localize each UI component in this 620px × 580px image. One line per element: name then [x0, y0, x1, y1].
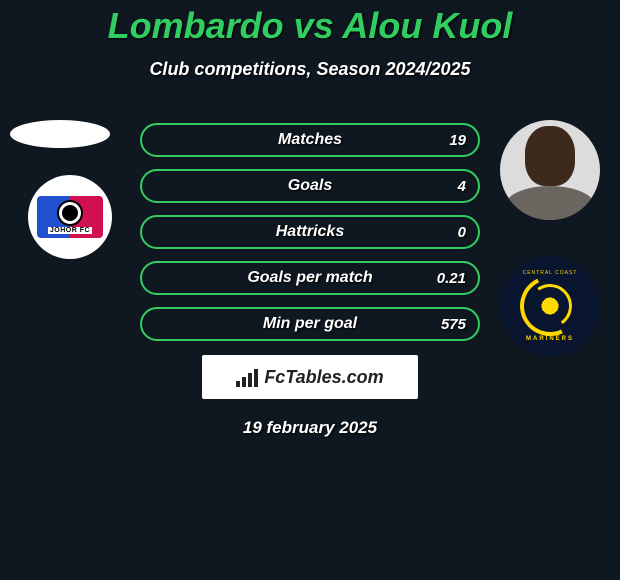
johor-logo: JOHOR FC — [37, 196, 103, 238]
club-left-badge: JOHOR FC — [28, 175, 112, 259]
stat-label: Hattricks — [276, 223, 344, 241]
stat-right-value: 19 — [449, 132, 466, 149]
stat-right-value: 4 — [458, 178, 466, 195]
comparison-subtitle: Club competitions, Season 2024/2025 — [0, 59, 620, 80]
date-label: 19 february 2025 — [0, 418, 620, 438]
stat-rows-container: Matches 19 Goals 4 Hattricks 0 Goals per… — [140, 123, 480, 353]
player-head-icon — [525, 126, 575, 186]
branding-label: FcTables.com — [264, 367, 383, 388]
chart-bar-icon — [248, 373, 252, 387]
stat-right-value: 0.21 — [437, 270, 466, 287]
chart-bar-icon — [236, 381, 240, 387]
johor-gear-icon — [62, 205, 78, 221]
chart-bar-icon — [242, 377, 246, 387]
stat-label: Goals per match — [247, 269, 372, 287]
stat-label: Min per goal — [263, 315, 357, 333]
stat-label: Goals — [288, 177, 332, 195]
club-right-badge: CENTRAL COAST MARINERS — [500, 256, 600, 356]
johor-circle-icon — [57, 200, 83, 226]
player-shoulders-icon — [505, 186, 595, 220]
mariners-logo: CENTRAL COAST MARINERS — [510, 266, 590, 346]
stat-row-hattricks: Hattricks 0 — [140, 215, 480, 249]
player-left-avatar — [10, 120, 110, 148]
stat-row-gpm: Goals per match 0.21 — [140, 261, 480, 295]
stat-row-matches: Matches 19 — [140, 123, 480, 157]
club-left-label: JOHOR FC — [48, 227, 92, 234]
club-right-label: MARINERS — [526, 336, 574, 342]
comparison-title: Lombardo vs Alou Kuol — [0, 0, 620, 47]
stat-right-value: 0 — [458, 224, 466, 241]
chart-bar-icon — [254, 369, 258, 387]
branding-box[interactable]: FcTables.com — [202, 355, 418, 399]
stat-row-mpg: Min per goal 575 — [140, 307, 480, 341]
stat-row-goals: Goals 4 — [140, 169, 480, 203]
player-right-avatar — [500, 120, 600, 220]
stat-label: Matches — [278, 131, 342, 149]
stat-right-value: 575 — [441, 316, 466, 333]
chart-icon — [236, 367, 258, 387]
